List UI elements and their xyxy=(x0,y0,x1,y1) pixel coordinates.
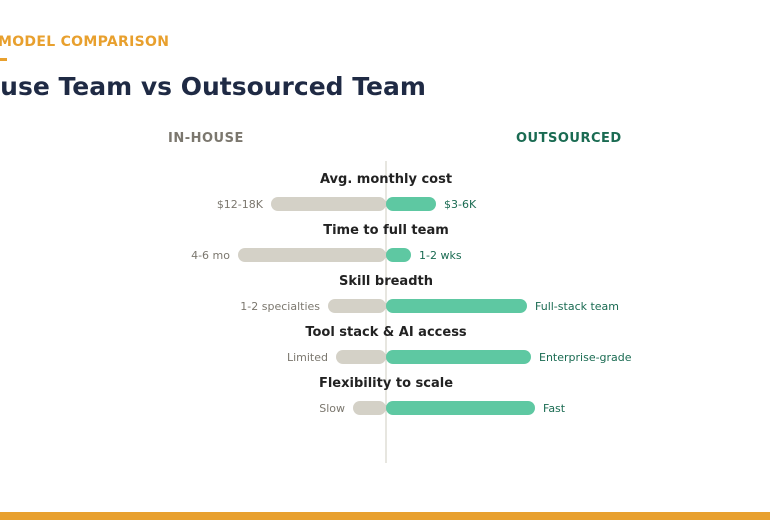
inhouse-value-label: Slow xyxy=(319,402,345,415)
column-header-inhouse: IN-HOUSE xyxy=(168,131,244,146)
inhouse-bar xyxy=(336,350,386,364)
inhouse-bar xyxy=(353,401,386,415)
category-label: Tool stack & AI access xyxy=(305,325,467,340)
outsourced-bar xyxy=(386,248,411,262)
page-title: ouse Team vs Outsourced Team xyxy=(0,72,426,101)
eyebrow-rule xyxy=(0,58,7,61)
footer-accent-bar xyxy=(0,512,770,520)
inhouse-value-label: Limited xyxy=(287,351,328,364)
outsourced-bar xyxy=(386,197,436,211)
inhouse-value-label: $12-18K xyxy=(217,198,264,211)
outsourced-value-label: Full-stack team xyxy=(535,300,619,313)
category-label: Flexibility to scale xyxy=(319,376,453,391)
outsourced-value-label: Enterprise-grade xyxy=(539,351,632,364)
outsourced-value-label: Fast xyxy=(543,402,566,415)
category-label: Skill breadth xyxy=(339,274,433,289)
inhouse-value-label: 1-2 specialties xyxy=(240,300,320,313)
outsourced-value-label: 1-2 wks xyxy=(419,249,462,262)
inhouse-bar xyxy=(328,299,386,313)
outsourced-bar xyxy=(386,401,535,415)
inhouse-bar xyxy=(238,248,386,262)
outsourced-value-label: $3-6K xyxy=(444,198,477,211)
column-header-outsourced: OUTSOURCED xyxy=(516,131,622,146)
inhouse-value-label: 4-6 mo xyxy=(191,249,230,262)
category-label: Avg. monthly cost xyxy=(320,172,452,187)
outsourced-bar xyxy=(386,350,531,364)
inhouse-bar xyxy=(271,197,386,211)
outsourced-bar xyxy=(386,299,527,313)
section-eyebrow: MODEL COMPARISON xyxy=(0,34,170,50)
category-label: Time to full team xyxy=(323,223,449,238)
